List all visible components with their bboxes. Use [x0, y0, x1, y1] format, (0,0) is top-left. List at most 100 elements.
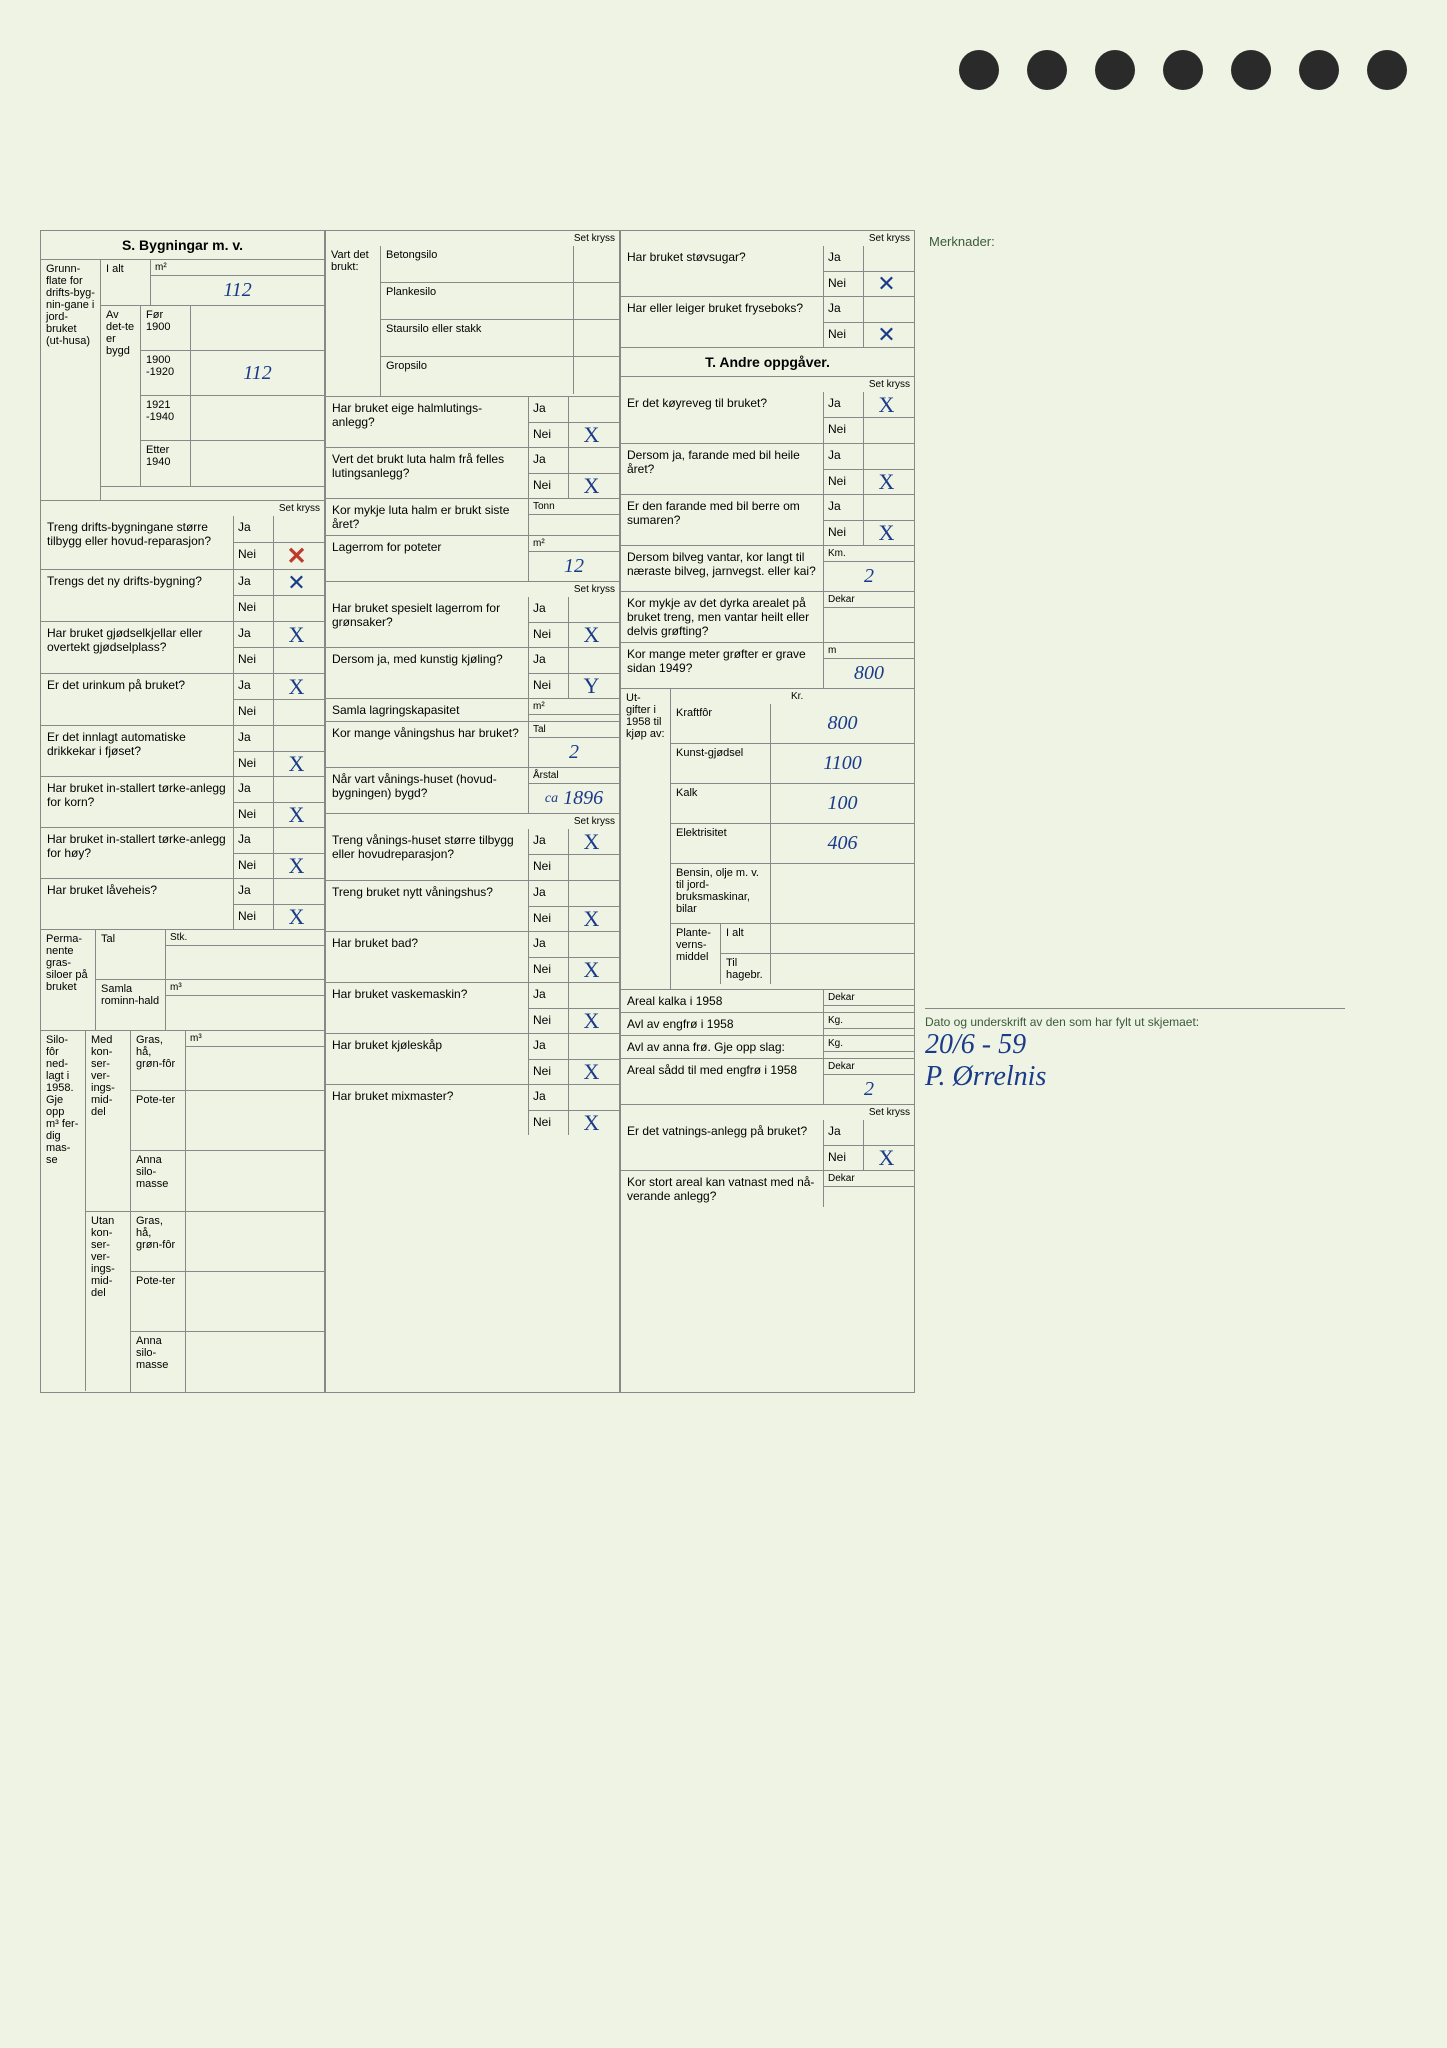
- set-kryss-5: Set kryss: [621, 231, 914, 246]
- nei-box[interactable]: [864, 418, 909, 443]
- nei-label: Nei: [234, 854, 274, 879]
- nei-box[interactable]: X: [274, 905, 319, 930]
- kraftfor-val: 800: [771, 704, 914, 743]
- ja-box[interactable]: [569, 983, 614, 1008]
- punch-holes: [959, 50, 1407, 90]
- ja-box[interactable]: [569, 1085, 614, 1110]
- ja-box[interactable]: [569, 448, 614, 473]
- q-torke-korn: Har bruket in-stallert tørke-anlegg for …: [41, 777, 234, 827]
- nei-label: Nei: [529, 855, 569, 880]
- ja-box[interactable]: [569, 397, 614, 422]
- ja-box[interactable]: [569, 1034, 614, 1059]
- nei-box[interactable]: ✕: [864, 323, 909, 348]
- m3-unit: m³: [166, 980, 324, 996]
- ja-box[interactable]: [569, 881, 614, 906]
- nei-box[interactable]: X: [864, 521, 909, 546]
- nei-box[interactable]: ✕: [864, 272, 909, 297]
- ja-label: Ja: [824, 1120, 864, 1145]
- kr-unit: Kr.: [671, 689, 914, 704]
- q-bygd: Når vart vånings-huset (hovud-bygningen)…: [326, 768, 529, 813]
- ja-box[interactable]: [569, 648, 614, 673]
- grop-label: Gropsilo: [381, 357, 574, 394]
- nei-box[interactable]: X: [274, 752, 319, 777]
- ja-box[interactable]: [864, 297, 909, 322]
- nei-box[interactable]: [569, 855, 614, 880]
- q-stovsugar: Har bruket støvsugar?: [621, 246, 824, 296]
- grunnflate-label: Grunn- flate for drifts-byg-nin-gane i j…: [41, 260, 101, 500]
- arstal-unit: Årstal: [529, 768, 619, 784]
- q-avl-anna: Avl av anna frø. Gje opp slag:: [621, 1036, 824, 1058]
- q-kjoleskap: Har bruket kjøleskåp: [326, 1034, 529, 1084]
- set-kryss-4: Set kryss: [326, 814, 619, 829]
- nei-box[interactable]: X: [864, 1146, 909, 1171]
- ja-box[interactable]: [274, 777, 319, 802]
- ja-box[interactable]: [864, 1120, 909, 1145]
- ja-box[interactable]: ✕: [274, 570, 319, 595]
- nei-box[interactable]: X: [274, 854, 319, 879]
- ja-box[interactable]: [274, 879, 319, 904]
- betong-box[interactable]: [574, 246, 619, 282]
- ja-label: Ja: [824, 495, 864, 520]
- ja-box[interactable]: [864, 495, 909, 520]
- q-fryseboks: Har eller leiger bruket fryseboks?: [621, 297, 824, 347]
- ja-label: Ja: [824, 297, 864, 322]
- ja-box[interactable]: X: [569, 829, 614, 854]
- ja-label: Ja: [529, 1034, 569, 1059]
- ja-box[interactable]: [274, 828, 319, 853]
- ja-label: Ja: [824, 246, 864, 271]
- elektrisitet-val: 406: [771, 824, 914, 863]
- nei-box[interactable]: Y: [569, 674, 614, 699]
- nei-box[interactable]: X: [569, 907, 614, 932]
- dekar-unit: Dekar: [824, 592, 914, 608]
- m2-unit: m²: [151, 260, 324, 276]
- ja-label: Ja: [824, 392, 864, 417]
- nei-box[interactable]: X: [864, 470, 909, 495]
- staur-label: Staursilo eller stakk: [381, 320, 574, 356]
- q-vatnings: Er det vatnings-anlegg på bruket?: [621, 1120, 824, 1170]
- staur-box[interactable]: [574, 320, 619, 356]
- q-vaningshus: Kor mange våningshus har bruket?: [326, 722, 529, 767]
- bensin-val: [771, 864, 914, 923]
- ja-box[interactable]: X: [864, 392, 909, 417]
- q-halmlut: Har bruket eige halmlutings-anlegg?: [326, 397, 529, 447]
- nei-box[interactable]: X: [569, 623, 614, 648]
- ja-box[interactable]: X: [274, 622, 319, 647]
- nei-box[interactable]: X: [569, 1060, 614, 1085]
- nei-box[interactable]: X: [569, 1111, 614, 1136]
- gras-label: Gras, hå, grøn-fôr: [131, 1212, 186, 1271]
- nei-box[interactable]: [274, 700, 319, 725]
- ja-box[interactable]: [274, 726, 319, 751]
- ja-box[interactable]: [864, 444, 909, 469]
- ja-box[interactable]: [274, 516, 319, 542]
- m-unit: m: [824, 643, 914, 659]
- nei-box[interactable]: [274, 596, 319, 621]
- nei-box[interactable]: X: [569, 958, 614, 983]
- ja-box[interactable]: X: [274, 674, 319, 699]
- grop-box[interactable]: [574, 357, 619, 394]
- planke-box[interactable]: [574, 283, 619, 319]
- nei-box[interactable]: [274, 648, 319, 673]
- q-drikkekar: Er det innlagt automatiske drikkekar i f…: [41, 726, 234, 776]
- column-middle: Set kryss Vart det brukt: Betongsilo Pla…: [325, 230, 620, 1393]
- ja-label: Ja: [529, 983, 569, 1008]
- for1900-label: Før 1900: [141, 306, 191, 350]
- column-right: Set kryss Har bruket støvsugar?JaNei✕ Ha…: [620, 230, 915, 1393]
- ja-box[interactable]: [569, 597, 614, 622]
- nei-label: Nei: [529, 623, 569, 648]
- nei-label: Nei: [529, 1111, 569, 1136]
- nei-box[interactable]: X: [569, 1009, 614, 1034]
- nei-label: Nei: [824, 418, 864, 443]
- nei-label: Nei: [234, 648, 274, 673]
- nei-box[interactable]: ✕: [274, 543, 319, 569]
- ja-box[interactable]: [569, 932, 614, 957]
- kraftfor-label: Kraftfôr: [671, 704, 771, 743]
- etter1940-label: Etter 1940: [141, 441, 191, 486]
- nei-box[interactable]: X: [569, 423, 614, 448]
- nei-label: Nei: [824, 272, 864, 297]
- samla-val: [166, 996, 324, 1002]
- nei-box[interactable]: X: [569, 474, 614, 499]
- q-farande-sumar: Er den farande med bil berre om sumaren?: [621, 495, 824, 545]
- kunstgjodsel-val: 1100: [771, 744, 914, 783]
- nei-box[interactable]: X: [274, 803, 319, 828]
- ja-box[interactable]: [864, 246, 909, 271]
